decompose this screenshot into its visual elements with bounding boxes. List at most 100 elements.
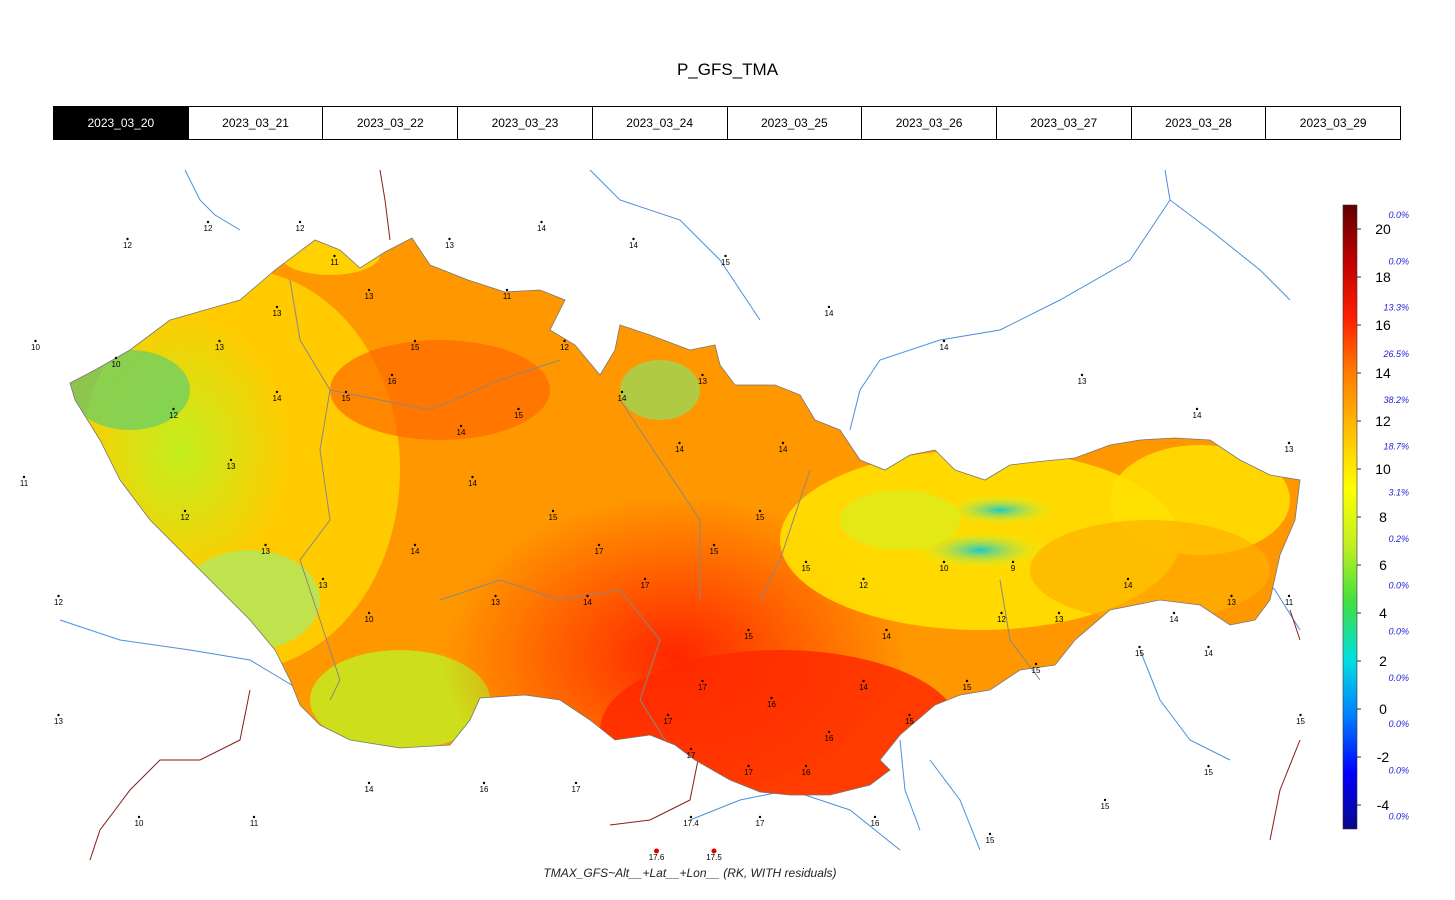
station-outside: 10 [135,815,144,828]
station-dot [1080,373,1084,377]
station-dot [114,356,118,360]
station-value: 13 [1285,445,1294,454]
station-dot [678,441,681,445]
station-value: 15 [1101,802,1110,811]
station-inside: 14 [1170,611,1179,624]
legend-percent: 18.7% [1383,441,1409,451]
station-dot [413,339,417,343]
station-inside: 15 [1135,645,1144,658]
station-inside: 14 [882,628,891,641]
map-title: P_GFS_TMA [676,60,779,79]
temperature-map: 10 12 13 13 11 13 15 15 14 13 12 13 13 10 14 14 15 12 11 14… [20,169,1409,862]
station-value: 17 [744,768,753,777]
station-value: 14 [825,309,834,318]
station-dot [206,220,210,224]
station-dot [551,509,555,513]
station-dot [482,781,486,785]
legend-percent: 13.3% [1383,303,1409,313]
station-value: 14 [1124,581,1133,590]
station-value: 15 [986,836,995,845]
tab-2023-03-20[interactable]: 2023_03_20 [54,107,188,139]
station-inside: 15 [549,509,558,522]
river-9 [899,739,921,831]
station-value: 17 [641,581,650,590]
station-value: 12 [997,615,1006,624]
station-outside: 12 [296,220,305,233]
station-dot [1287,594,1291,598]
station-dot [965,679,969,683]
tab-2023-03-29[interactable]: 2023_03_29 [1265,107,1401,139]
station-dot [183,509,187,513]
station-dot [126,237,129,241]
station-value: 15 [756,513,765,522]
station-inside: 12 [560,339,569,352]
station-dot [804,560,808,564]
station-value: 14 [779,445,788,454]
station-inside: 17 [687,747,696,760]
station-dot [1207,764,1210,768]
station-value: 15 [514,411,523,420]
station-dot [57,713,60,717]
legend-percent: 0.0% [1388,765,1409,775]
station-value: 17 [756,819,765,828]
tab-2023-03-28[interactable]: 2023_03_28 [1130,107,1266,139]
legend-tick-label: -2 [1377,749,1390,765]
station-inside: 14 [1204,645,1213,658]
legend-percent: 38.2% [1383,395,1409,405]
tab-2023-03-27[interactable]: 2023_03_27 [995,107,1131,139]
station-inside: 13 [1055,611,1064,624]
station-value: 15 [342,394,351,403]
station-dot [689,747,693,751]
station-inside: 14 [583,594,592,607]
station-inside: 13 [365,288,374,301]
station-dot [1034,662,1038,666]
station-value: 13 [1227,598,1236,607]
station-value: 17 [572,785,581,794]
tab-2023-03-22[interactable]: 2023_03_22 [322,107,458,139]
station-dot [1011,560,1015,564]
river-5 [689,789,901,851]
station-outside: 14 [825,305,834,318]
river-1 [589,169,761,321]
station-dot [494,594,497,598]
station-value: 13 [365,292,374,301]
station-inside: 14 [411,543,420,556]
station-dot [1138,645,1141,649]
station-value: 16 [767,700,776,709]
station-value: 14 [940,343,949,352]
tab-2023-03-25[interactable]: 2023_03_25 [726,107,862,139]
station-outside: 12 [123,237,132,250]
station-value: 14 [1193,411,1202,420]
station-outside: 14 [365,781,374,794]
station-value: 15 [411,343,420,352]
station-inside: 12 [181,509,190,522]
tab-2023-03-23[interactable]: 2023_03_23 [457,107,592,139]
station-value: 17.5 [706,853,722,862]
station-inside: 13 [319,577,328,590]
station-value: 12 [859,581,868,590]
tab-2023-03-26[interactable]: 2023_03_26 [861,107,996,139]
model-caption: TMAX_GFS~Alt__+Lat__+Lon__ (RK, WITH res… [543,866,837,880]
station-inside: 14 [859,679,868,692]
station-inside: 13 [215,339,224,352]
tab-2023-03-21[interactable]: 2023_03_21 [187,107,323,139]
station-value: 13 [698,377,707,386]
station-value: 13 [1078,377,1087,386]
legend-percent: 0.0% [1388,256,1409,266]
station-dot [1172,611,1176,615]
region-boundaries [289,279,1041,741]
station-outside: 17 [756,815,765,828]
station-outside: 15 [1204,764,1213,777]
river-0 [184,169,241,231]
station-value: 13 [273,309,282,318]
river-6 [929,759,981,851]
station-inside: 13 [698,373,707,386]
legend-tick-label: 6 [1379,557,1387,573]
tab-2023-03-24[interactable]: 2023_03_24 [591,107,727,139]
station-dot [643,577,647,581]
station-inside: 15 [905,713,914,726]
station-dot [367,288,371,292]
station-dot [505,288,509,292]
borders-layer [89,169,1301,861]
station-dot [1126,577,1130,581]
